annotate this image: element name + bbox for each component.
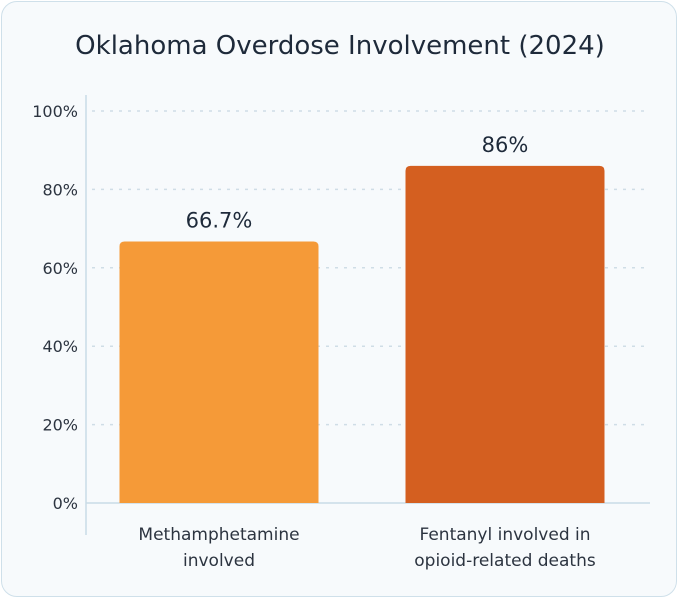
bar-value-label: 86% (482, 133, 529, 157)
y-tick-label: 0% (53, 494, 78, 513)
bars (119, 165, 605, 503)
x-category-label: Methamphetamine (138, 525, 299, 545)
bar (405, 165, 605, 503)
y-tick-label: 80% (42, 180, 78, 199)
bar-value-label: 66.7% (186, 209, 253, 233)
y-tick-label: 40% (42, 337, 78, 356)
chart-title: Oklahoma Overdose Involvement (2024) (75, 31, 605, 61)
x-category-label: opioid-related deaths (414, 551, 596, 571)
y-tick-label: 100% (32, 102, 78, 121)
x-category-label: involved (183, 551, 255, 571)
y-tick-label: 20% (42, 416, 78, 435)
x-category-label: Fentanyl involved in (419, 525, 590, 545)
value-labels: 66.7% 86% (186, 133, 529, 233)
y-axis-ticks: 0% 20% 40% 60% 80% 100% (32, 102, 78, 513)
bar (119, 241, 319, 503)
y-tick-label: 60% (42, 259, 78, 278)
x-axis-labels: Methamphetamine involved Fentanyl involved… (138, 525, 595, 571)
